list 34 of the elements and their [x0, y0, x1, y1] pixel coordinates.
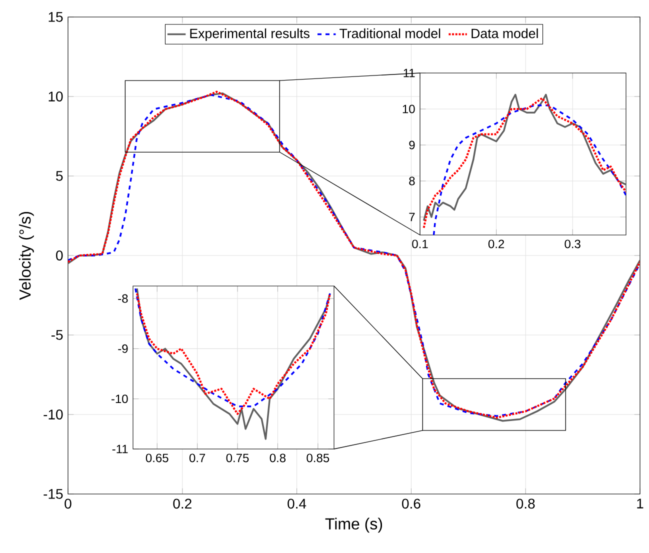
x-tick-label: 0.75: [226, 454, 249, 462]
x-tick-label: 0.4: [288, 498, 306, 509]
y-tick-label: -15: [44, 489, 63, 499]
x-tick-label: 0.2: [173, 498, 192, 509]
x-tick-label: 0.85: [306, 454, 330, 462]
y-tick-label: 9: [409, 140, 415, 150]
y-tick-label: 7: [409, 212, 415, 222]
y-tick-label: -5: [51, 330, 63, 340]
x-tick-label: 0.65: [146, 454, 168, 462]
x-tick-label: 0.8: [516, 498, 535, 509]
legend-label: Experimental results: [190, 28, 310, 41]
y-tick-label: -11: [112, 444, 128, 454]
y-tick-label: 5: [56, 171, 63, 181]
y-axis-title: Velocity (°/s): [18, 212, 34, 300]
y-tick-label: -8: [118, 294, 128, 303]
x-tick-label: 0.2: [488, 240, 504, 248]
y-tick-label: 0: [56, 250, 63, 260]
y-tick-label: -10: [44, 410, 63, 420]
legend-label: Traditional model: [340, 28, 440, 38]
y-tick-label: 10: [48, 92, 63, 102]
x-tick-label: 0.8: [270, 454, 286, 462]
x-axis-title: Time (s): [325, 518, 382, 533]
y-tick-label: -10: [111, 394, 128, 404]
y-tick-label: 15: [48, 12, 63, 22]
y-tick-label: 8: [409, 176, 415, 186]
y-tick-label: 10: [402, 104, 415, 114]
y-tick-label: -9: [118, 344, 128, 353]
x-tick-label: 0: [64, 498, 72, 509]
x-tick-label: 0.1: [412, 240, 428, 248]
x-tick-label: 1: [637, 498, 644, 508]
legend-label: Data model: [472, 28, 538, 38]
x-tick-label: 0.3: [564, 240, 580, 248]
x-tick-label: 0.7: [189, 454, 206, 462]
x-tick-label: 0.6: [402, 498, 420, 509]
